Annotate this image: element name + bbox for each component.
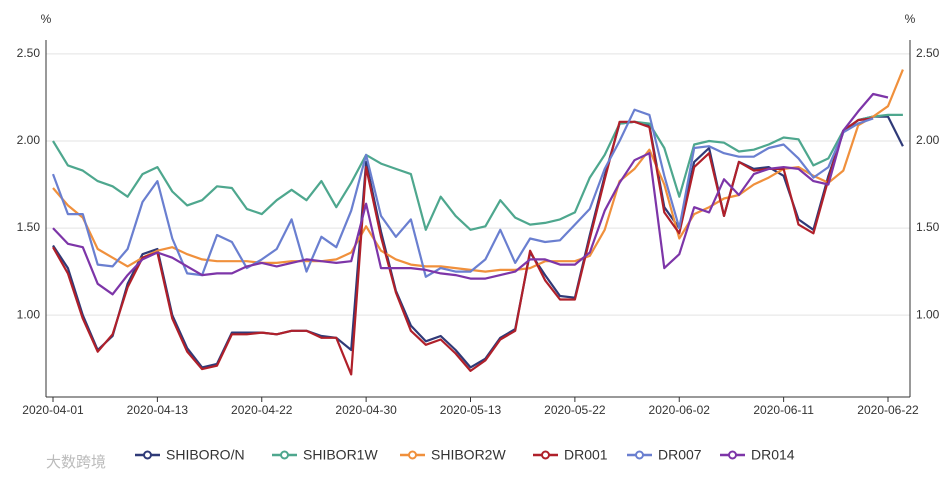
series-line — [52, 115, 904, 369]
legend-dot — [635, 450, 644, 460]
legend-label: DR001 — [564, 447, 608, 463]
legend-label: SHIBOR2W — [431, 447, 506, 463]
y-tick-label-right: 1.50 — [916, 220, 940, 234]
y-tick-label: 2.50 — [17, 46, 41, 60]
y-tick-label-right: 2.50 — [916, 46, 940, 60]
x-tick-label: 2020-06-22 — [857, 403, 919, 417]
legend-label: SHIBORO/N — [166, 447, 245, 463]
series-line — [52, 92, 889, 296]
x-tick-label: 2020-05-22 — [544, 403, 606, 417]
watermark: 大数跨境 — [46, 453, 106, 471]
series-line — [52, 69, 904, 273]
y-unit-left: % — [41, 12, 52, 26]
legend-dot — [143, 450, 152, 460]
series-line — [51, 108, 874, 278]
legend-dot — [280, 450, 289, 460]
series-line — [52, 117, 874, 376]
y-tick-label: 1.00 — [17, 307, 41, 321]
y-unit-right: % — [905, 12, 916, 26]
legend-label: DR007 — [658, 447, 702, 463]
y-tick-label: 1.50 — [17, 220, 41, 234]
legend-dot — [728, 450, 737, 460]
y-tick-label-right: 1.00 — [916, 307, 940, 321]
x-tick-label: 2020-04-30 — [335, 403, 397, 417]
x-tick-label: 2020-05-13 — [440, 403, 502, 417]
x-tick-label: 2020-06-02 — [649, 403, 711, 417]
x-tick-label: 2020-06-11 — [753, 403, 814, 417]
y-tick-label: 2.00 — [17, 133, 41, 147]
x-tick-label: 2020-04-13 — [127, 403, 189, 417]
legend-label: DR014 — [751, 447, 795, 463]
x-tick-label: 2020-04-01 — [22, 403, 84, 417]
y-tick-label-right: 2.00 — [916, 133, 940, 147]
legend-dot — [408, 450, 417, 460]
x-tick-label: 2020-04-22 — [231, 403, 293, 417]
legend-dot — [541, 450, 550, 460]
legend-label: SHIBOR1W — [303, 447, 378, 463]
series-line — [52, 113, 903, 231]
